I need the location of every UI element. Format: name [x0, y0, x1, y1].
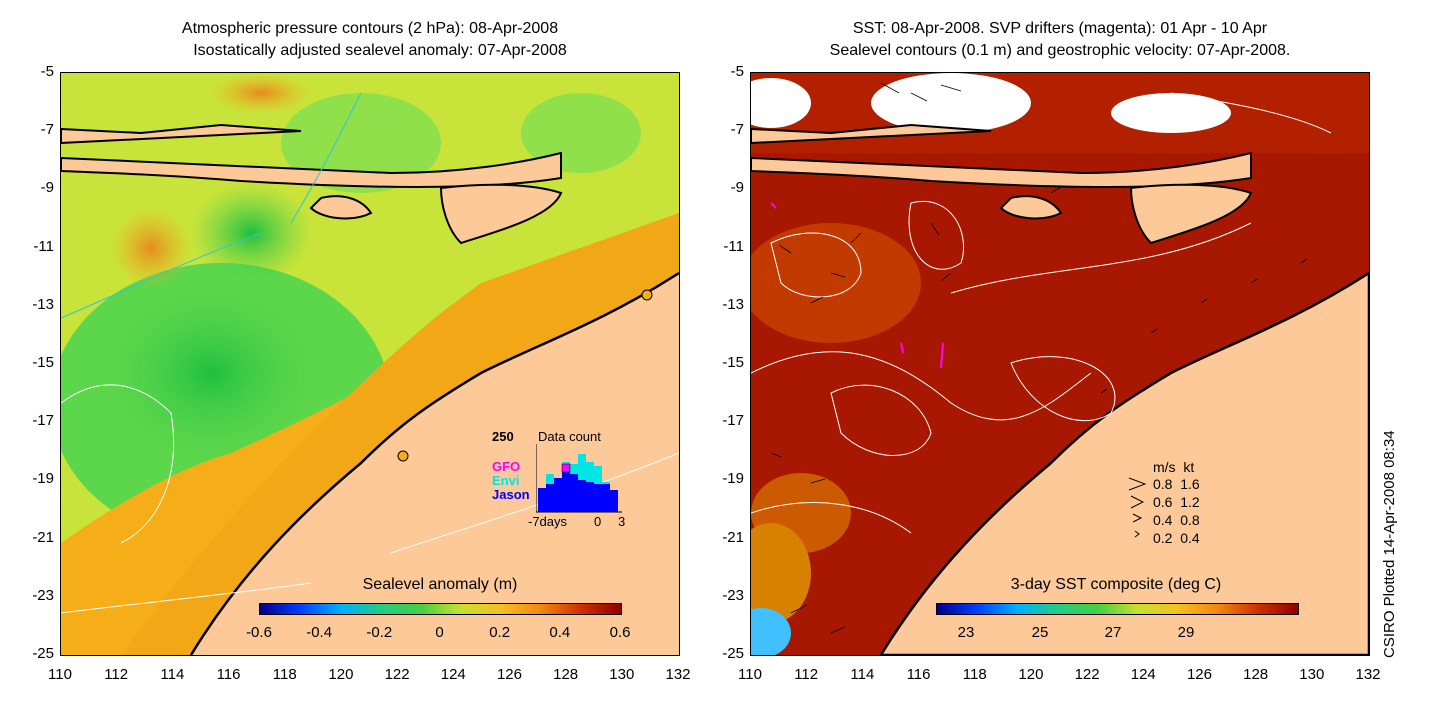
- left-y-tick-label: -25: [32, 645, 54, 662]
- series-label-jason: Jason: [492, 487, 530, 502]
- sealevel-colorbar-tick: -0.6: [246, 624, 272, 641]
- data-count-max: 250: [492, 429, 514, 444]
- left-y-tick-label: -19: [32, 470, 54, 488]
- sst-colorbar-tick: 23: [957, 624, 975, 641]
- sst-colorbar-tick: 25: [1031, 624, 1049, 641]
- sealevel-colorbar-title: Sealevel anomaly (m): [362, 576, 518, 593]
- velocity-legend-arrows: [1128, 477, 1147, 538]
- right-title-line2: Sealevel contours (0.1 m) and geostrophi…: [829, 42, 1291, 59]
- left-x-tick-label: 114: [160, 666, 185, 683]
- series-label-envi: Envi: [492, 473, 520, 488]
- jason-bars: [538, 470, 618, 512]
- velocity-legend-row-3: 0.4 0.8: [1153, 512, 1200, 528]
- data-count-title: Data count: [538, 429, 601, 444]
- left-y-tick-label: -13: [32, 295, 54, 313]
- plot-credit: CSIRO Plotted 14-Apr-2008 08:34: [1381, 430, 1398, 658]
- left-x-tick-label: 132: [665, 666, 691, 683]
- right-y-tick-label: -9: [730, 179, 744, 197]
- data-count-x-zero: 0: [594, 514, 602, 529]
- sealevel-colorbar: [259, 603, 622, 615]
- right-y-tick-label: -25: [722, 645, 744, 662]
- left-x-tick-label: 122: [384, 666, 410, 683]
- sealevel-colorbar-tick: 0.6: [609, 624, 631, 641]
- left-x-tick-label: 126: [496, 666, 522, 683]
- sealevel-colorbar-tick: 0.4: [549, 624, 571, 641]
- data-count-x-end: 3: [618, 514, 626, 529]
- right-x-tick-label: 124: [1130, 666, 1156, 683]
- right-y-tick-label: -5: [730, 63, 744, 80]
- right-y-tick-label: -11: [723, 237, 744, 255]
- left-x-tick-label: 130: [609, 666, 635, 683]
- left-x-tick-label: 112: [104, 666, 129, 683]
- data-count-x-start: -7days: [528, 514, 568, 529]
- right-x-tick-label: 110: [738, 666, 762, 683]
- velocity-legend-row-1: 0.8 1.6: [1153, 476, 1200, 492]
- gfo-bars: [561, 463, 571, 473]
- velocity-arrows: [770, 82, 1308, 634]
- left-y-tick-label: -23: [32, 586, 54, 604]
- left-y-tick-label: -7: [40, 121, 54, 139]
- velocity-legend-row-4: 0.2 0.4: [1153, 530, 1200, 546]
- right-x-tick-label: 126: [1186, 666, 1212, 683]
- left-y-tick-label: -21: [32, 528, 54, 546]
- right-x-tick-label: 114: [850, 666, 875, 683]
- left-y-tick-label: -15: [32, 354, 54, 371]
- velocity-legend-row-2: 0.6 1.2: [1153, 494, 1200, 510]
- left-x-tick-label: 120: [328, 666, 354, 683]
- sst-colorbar-title: 3-day SST composite (deg C): [1010, 576, 1222, 593]
- series-label-gfo: GFO: [492, 459, 521, 474]
- data-count-histogram: [536, 444, 622, 513]
- left-y-tick-label: -11: [33, 237, 54, 255]
- right-y-tick-label: -7: [730, 121, 744, 139]
- right-y-tick-label: -23: [722, 586, 744, 604]
- left-y-tick-label: -17: [32, 412, 54, 430]
- velocity-legend-header: m/s kt: [1153, 459, 1195, 475]
- right-x-tick-label: 122: [1074, 666, 1100, 683]
- right-x-tick-label: 118: [962, 666, 987, 683]
- left-x-tick-label: 128: [553, 666, 579, 683]
- right-x-tick-label: 112: [794, 666, 819, 683]
- left-y-tick-label: -5: [40, 63, 54, 80]
- sst-map-graphic: [751, 73, 1369, 655]
- right-y-tick-label: -19: [722, 470, 744, 488]
- sealevel-map-graphic: [61, 73, 679, 655]
- sst-colorbar-tick: 27: [1104, 624, 1122, 641]
- left-y-tick-label: -9: [40, 179, 54, 197]
- right-x-tick-label: 116: [906, 666, 931, 683]
- sealevel-colorbar-tick: 0.2: [489, 624, 511, 641]
- right-y-tick-label: -17: [722, 412, 744, 430]
- left-x-tick-label: 118: [272, 666, 297, 683]
- right-x-tick-label: 120: [1018, 666, 1044, 683]
- left-x-tick-label: 110: [48, 666, 72, 683]
- right-y-tick-label: -15: [722, 354, 744, 371]
- right-y-tick-label: -21: [722, 528, 744, 546]
- sealevel-colorbar-tick: 0: [435, 624, 444, 641]
- left-title-line1: Atmospheric pressure contours (2 hPa): 0…: [181, 20, 559, 37]
- right-title-line1: SST: 08-Apr-2008. SVP drifters (magenta)…: [852, 20, 1268, 37]
- sst-colorbar: [936, 603, 1299, 615]
- left-title-line2: Isostatically adjusted sealevel anomaly:…: [193, 42, 567, 59]
- sealevel-colorbar-tick: -0.4: [306, 624, 333, 641]
- sealevel-colorbar-tick: -0.2: [366, 624, 393, 641]
- left-x-tick-label: 124: [440, 666, 466, 683]
- right-x-tick-label: 132: [1355, 666, 1381, 683]
- sst-colorbar-tick: 29: [1177, 624, 1195, 641]
- sst-map: [750, 72, 1370, 656]
- right-y-tick-label: -13: [722, 295, 744, 313]
- sealevel-anomaly-map: [60, 72, 680, 656]
- right-x-tick-label: 128: [1243, 666, 1269, 683]
- right-x-tick-label: 130: [1299, 666, 1325, 683]
- left-x-tick-label: 116: [216, 666, 241, 683]
